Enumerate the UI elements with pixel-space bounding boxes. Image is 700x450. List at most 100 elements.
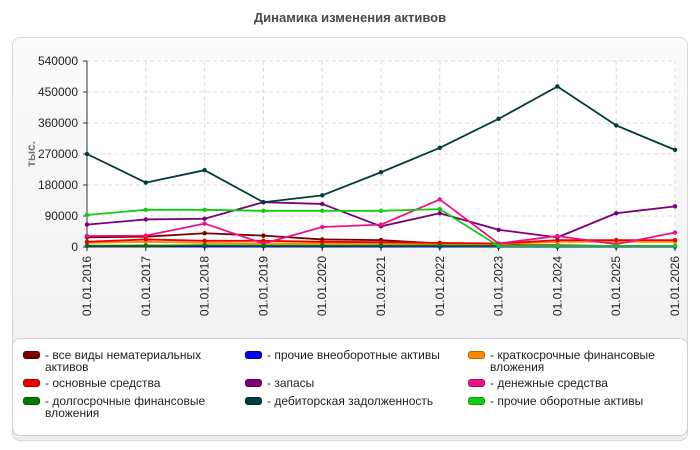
y-tick-label: 540000 [38, 54, 78, 68]
legend-item: - прочие оборотные активы [468, 395, 643, 407]
data-point [320, 224, 325, 230]
chart-legend: - все виды нематериальных активов - основ… [12, 338, 688, 436]
data-point [202, 216, 207, 221]
data-point [320, 193, 325, 198]
data-point [84, 243, 90, 248]
legend-label: - прочие оборотные активы [490, 394, 644, 408]
y-axis-label: тыс. [24, 141, 38, 167]
data-point [672, 204, 678, 209]
x-tick-label: 01.01.2020 [315, 256, 329, 316]
data-point [320, 201, 325, 207]
data-point [378, 222, 384, 227]
x-tick-label: 01.01.2019 [256, 256, 270, 316]
data-point [261, 243, 266, 248]
data-point [84, 233, 90, 239]
data-point [202, 231, 207, 236]
data-point [437, 211, 442, 216]
legend-swatch [468, 379, 485, 387]
data-point [84, 151, 90, 157]
legend-item: - основные средства [23, 377, 160, 389]
data-point [496, 116, 501, 122]
legend-label: - долгосрочные финансовые вложения [45, 394, 206, 420]
data-point [437, 197, 442, 202]
data-point [672, 230, 678, 235]
data-point [378, 243, 384, 248]
legend-swatch [245, 397, 262, 405]
data-point [202, 207, 207, 212]
data-point [437, 145, 442, 150]
chart-title: Динамика изменения активов [253, 10, 447, 25]
x-tick-label: 01.01.2018 [198, 256, 212, 316]
data-point [261, 233, 266, 238]
data-point [555, 233, 560, 239]
data-point [555, 243, 560, 249]
legend-label: - запасы [267, 376, 315, 390]
data-point [202, 243, 207, 248]
y-tick-label: 360000 [38, 116, 78, 130]
legend-swatch [23, 379, 40, 387]
data-point [378, 239, 384, 245]
data-point [614, 211, 619, 216]
data-point [437, 206, 442, 212]
x-tick-label: 01.01.2026 [668, 256, 682, 316]
data-point [143, 217, 148, 222]
data-point [378, 208, 384, 214]
y-tick-label: 90000 [45, 209, 79, 223]
data-point [320, 208, 325, 214]
legend-label: - краткосрочные финансовые вложения [490, 348, 655, 374]
legend-label: - все виды нематериальных активов [45, 348, 202, 374]
legend-label: - дебиторская задолженность [267, 394, 434, 408]
x-tick-label: 01.01.2024 [550, 256, 564, 316]
data-point [614, 237, 619, 243]
legend-item: - прочие внеоборотные активы [245, 349, 440, 361]
data-point [261, 208, 266, 214]
data-point [496, 227, 501, 232]
data-point [672, 237, 678, 243]
legend-swatch [23, 397, 40, 405]
data-point [84, 222, 90, 227]
data-point [672, 243, 678, 249]
x-tick-label: 01.01.2021 [374, 256, 388, 316]
x-tick-label: 01.01.2016 [80, 256, 94, 316]
x-tick-label: 01.01.2025 [609, 256, 623, 316]
legend-item: - денежные средства [468, 377, 608, 389]
legend-swatch [245, 379, 262, 387]
legend-swatch [468, 351, 485, 359]
data-point [84, 239, 90, 245]
data-point [320, 239, 325, 245]
x-tick-label: 01.01.2022 [433, 256, 447, 316]
data-point [84, 212, 90, 218]
data-point [143, 243, 148, 248]
data-point [378, 170, 384, 175]
data-point [202, 238, 207, 243]
legend-label: - основные средства [45, 376, 161, 390]
data-point [614, 243, 619, 249]
data-point [614, 123, 619, 128]
data-point [143, 233, 148, 238]
data-point [202, 221, 207, 226]
data-point [143, 180, 148, 185]
data-point [672, 147, 678, 153]
legend-item: - долгосрочные финансовые вложения [23, 395, 205, 419]
data-point [202, 167, 207, 173]
legend-item: - краткосрочные финансовые вложения [468, 349, 655, 373]
y-tick-label: 450000 [38, 85, 78, 99]
legend-swatch [245, 351, 262, 359]
data-point [261, 200, 266, 205]
data-point [496, 243, 501, 249]
legend-item: - все виды нематериальных активов [23, 349, 201, 373]
legend-swatch [23, 351, 40, 359]
legend-label: - прочие внеоборотные активы [267, 348, 440, 362]
y-tick-label: 270000 [38, 147, 78, 161]
data-point [555, 84, 560, 89]
x-tick-label: 01.01.2017 [139, 256, 153, 316]
data-point [143, 237, 148, 242]
y-tick-label: 0 [71, 240, 78, 254]
data-point [143, 207, 148, 212]
legend-label: - денежные средства [490, 376, 608, 390]
data-point [437, 243, 442, 248]
legend-swatch [468, 397, 485, 405]
data-point [320, 243, 325, 248]
y-tick-label: 180000 [38, 178, 78, 192]
